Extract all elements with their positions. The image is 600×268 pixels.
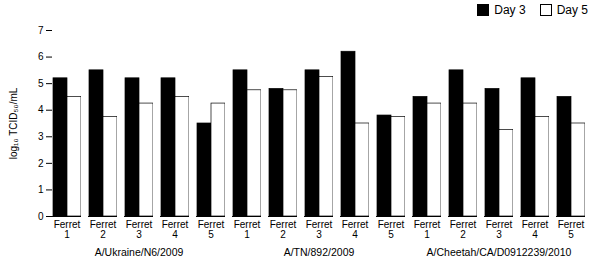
svg-text:A/Ukraine/N6/2009: A/Ukraine/N6/2009 [95,246,184,258]
html-text:Day 3: Day 3 [494,3,526,17]
svg-text:6: 6 [38,51,44,62]
svg-text:log₁₀ TCID₅₀/mL: log₁₀ TCID₅₀/mL [8,87,19,159]
svg-text:Ferret4: Ferret4 [342,219,369,240]
svg-text:Ferret5: Ferret5 [558,219,585,240]
svg-text:Ferret5: Ferret5 [378,219,405,240]
svg-text:2: 2 [38,158,44,169]
svg-text:Ferret2: Ferret2 [90,219,117,240]
svg-text:Ferret1: Ferret1 [234,219,261,240]
svg-text:1: 1 [38,184,44,195]
svg-text:Ferret4: Ferret4 [522,219,549,240]
svg-text:3: 3 [38,131,44,142]
svg-text:Ferret2: Ferret2 [450,219,477,240]
svg-text:Ferret2: Ferret2 [270,219,297,240]
svg-text:Ferret1: Ferret1 [54,219,81,240]
svg-text:Ferret4: Ferret4 [162,219,189,240]
svg-text:Ferret3: Ferret3 [486,219,513,240]
html-text:Day 5: Day 5 [556,3,588,17]
svg-text:5: 5 [38,78,44,89]
svg-text:Ferret1: Ferret1 [414,219,441,240]
svg-text:Ferret5: Ferret5 [198,219,225,240]
svg-text:7: 7 [38,25,44,36]
svg-text:0: 0 [38,211,44,222]
svg-text:A/Cheetah/CA/D0912239/2010: A/Cheetah/CA/D0912239/2010 [427,246,572,258]
svg-text:Ferret3: Ferret3 [306,219,333,240]
svg-text:Ferret3: Ferret3 [126,219,153,240]
svg-text:A/TN/892/2009: A/TN/892/2009 [284,246,355,258]
svg-text:4: 4 [38,104,44,115]
